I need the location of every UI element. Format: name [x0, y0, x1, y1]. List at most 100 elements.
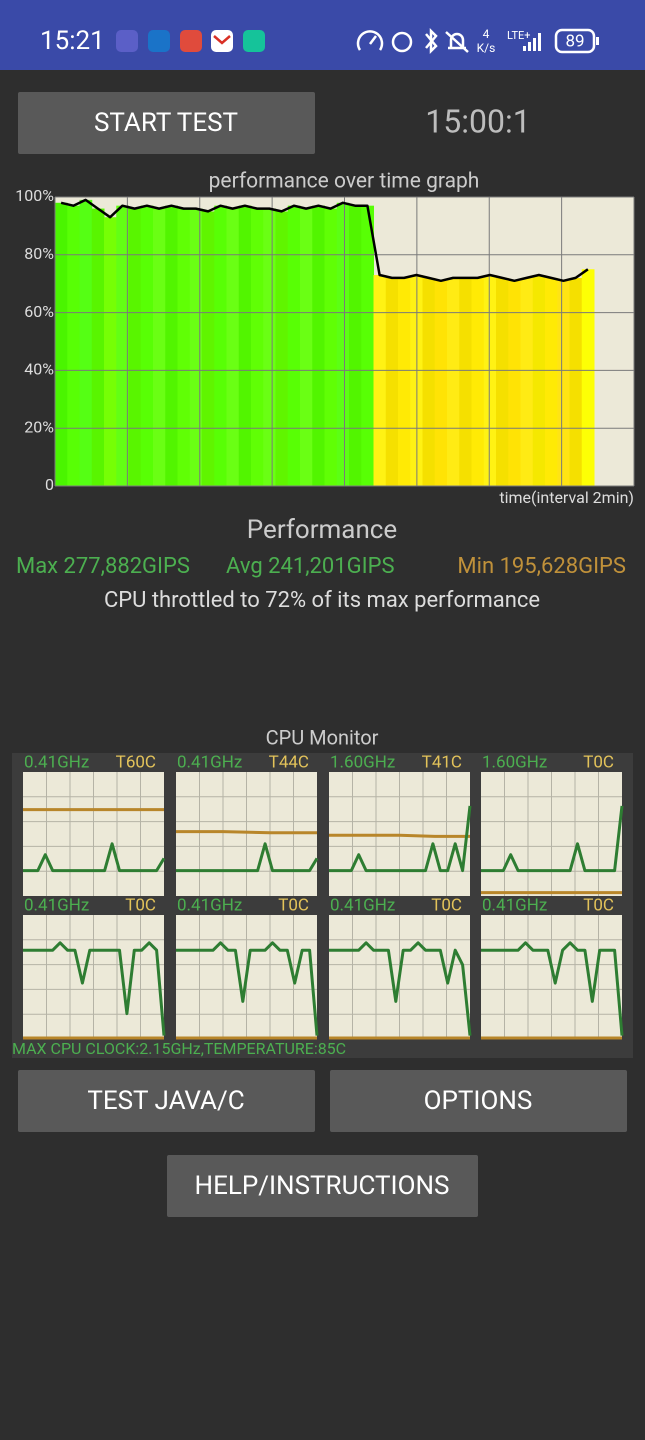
performance-bar [202, 211, 215, 486]
core-frequency: 0.41GHz [177, 752, 242, 772]
button-label: TEST JAVA/C [87, 1086, 244, 1116]
performance-bar [373, 275, 387, 486]
performance-bar [361, 205, 374, 487]
frequency-line [481, 941, 624, 1036]
frequency-line [23, 941, 166, 1036]
performance-bar [263, 208, 276, 486]
frequency-line [481, 805, 624, 873]
start-button[interactable]: START TEST [18, 92, 315, 154]
performance-bar [140, 205, 154, 487]
y-tick-label: 80% [24, 244, 54, 263]
performance-bar [581, 269, 595, 486]
core-temperature: T0C [125, 895, 156, 915]
network-type: LTE+ [507, 29, 531, 42]
performance-bar [67, 205, 80, 487]
core-frequency: 1.60GHz [330, 752, 395, 772]
core-frequency: 0.41GHz [24, 895, 89, 915]
y-tick-label: 0 [45, 475, 54, 494]
performance-bar [55, 202, 68, 486]
performance-title: Performance [247, 515, 397, 545]
cpu-monitor-title: CPU Monitor [266, 725, 379, 749]
button-label: OPTIONS [424, 1086, 533, 1116]
performance-bar [275, 211, 289, 486]
frequency-line [23, 842, 166, 873]
options-button[interactable]: OPTIONS [330, 1070, 627, 1132]
core-frequency: 0.41GHz [24, 752, 89, 772]
help-button[interactable]: HELP/INSTRUCTIONS [167, 1155, 478, 1217]
performance-bar [238, 205, 252, 487]
test-java-c-button[interactable]: TEST JAVA/C [18, 1070, 315, 1132]
throttle-summary: CPU throttled to 72% of its max performa… [104, 588, 540, 613]
performance-bar [226, 208, 240, 486]
performance-bar [545, 277, 558, 486]
y-tick-label: 60% [24, 302, 54, 321]
cpu-monitor-footer: MAX CPU CLOCK:2.15GHz,TEMPERATURE:85C [12, 1039, 346, 1058]
performance-bar [300, 208, 313, 486]
net-speed: 4 [483, 27, 490, 41]
core-temperature: T0C [431, 895, 462, 915]
temperature-line [176, 830, 317, 835]
net-unit: K/s [477, 41, 496, 55]
performance-line [60, 198, 589, 283]
performance-bar [153, 208, 166, 486]
frequency-line [176, 941, 319, 1036]
battery-level: 89 [565, 31, 584, 51]
x-axis-label: time(interval 2min) [499, 488, 634, 507]
performance-bar [287, 205, 301, 487]
performance-bar [520, 277, 534, 486]
y-tick-label: 100% [15, 186, 54, 205]
performance-bar [385, 277, 399, 486]
performance-bar [251, 208, 264, 486]
performance-bar [324, 208, 338, 486]
performance-bar [177, 208, 191, 486]
performance-bar [189, 208, 203, 486]
notification-icons [116, 30, 265, 52]
core-frequency: 0.41GHz [177, 895, 242, 915]
performance-bar [214, 205, 227, 487]
core-temperature: T0C [278, 895, 309, 915]
performance-bar [569, 277, 583, 486]
status-bar [0, 0, 645, 70]
frequency-line [329, 941, 472, 1036]
max-performance: Max 277,882GIPS [16, 554, 190, 579]
performance-bar [336, 202, 350, 486]
clock: 15:21 [40, 26, 105, 56]
avg-performance: Avg 241,201GIPS [226, 554, 395, 579]
timer: 15:00:1 [425, 102, 530, 140]
core-temperature: T41C [422, 752, 462, 772]
system-icons [356, 27, 599, 55]
performance-bar [91, 208, 105, 486]
performance-bar [471, 277, 485, 486]
y-tick-label: 40% [24, 360, 54, 379]
performance-bar [532, 275, 546, 486]
performance-bar [496, 277, 509, 486]
performance-bar [349, 205, 362, 487]
performance-bar [312, 205, 325, 487]
performance-bar [422, 277, 436, 486]
performance-bar [128, 208, 142, 486]
core-temperature: T0C [583, 895, 614, 915]
performance-bar [398, 277, 411, 486]
performance-bar [104, 217, 117, 487]
y-tick-label: 20% [24, 417, 54, 436]
frequency-line [176, 842, 319, 873]
graph: 0 20% 40% 60% 80% 100% [15, 186, 635, 494]
performance-bar [447, 277, 460, 486]
core-frequency: 0.41GHz [330, 895, 395, 915]
performance-bar [165, 205, 178, 487]
graph-title: performance over time graph [209, 170, 480, 194]
temperature-line [329, 833, 470, 838]
performance-bar [434, 280, 448, 486]
core-frequency: 0.41GHz [482, 895, 547, 915]
performance-bar [483, 275, 497, 486]
cores: 0.41GHz T60C 0.41GHz T44C 1.60GHz T41C 1.60GHz… [23, 752, 624, 1040]
min-performance: Min 195,628GIPS [457, 554, 626, 579]
frequency-line [329, 805, 472, 873]
performance-bar [79, 199, 93, 486]
core-temperature: T60C [116, 752, 156, 772]
performance-bar [459, 277, 472, 486]
core-temperature: T44C [269, 752, 309, 772]
performance-bar [116, 205, 129, 487]
performance-bar [508, 280, 521, 486]
